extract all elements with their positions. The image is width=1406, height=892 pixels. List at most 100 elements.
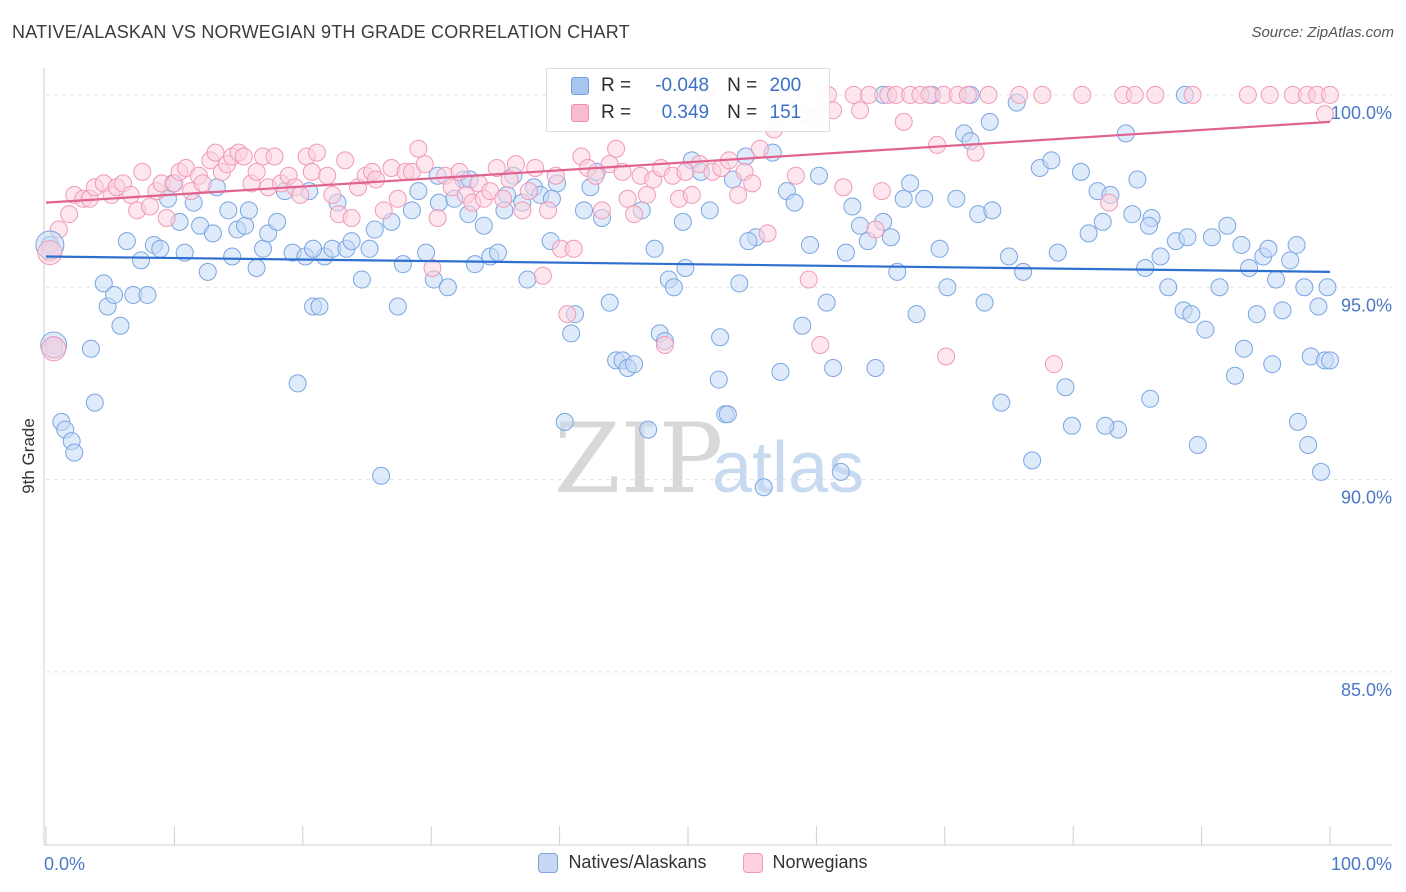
- trend-line-norwegians: [45, 120, 1331, 204]
- point-norwegians: [564, 239, 583, 258]
- point-norwegians: [539, 201, 558, 220]
- legend-n-label: N =: [727, 75, 758, 96]
- point-norwegians: [291, 185, 310, 204]
- point-natives: [664, 278, 683, 297]
- point-natives: [1141, 389, 1160, 408]
- point-natives: [992, 393, 1011, 412]
- point-natives: [1259, 239, 1278, 258]
- point-natives: [1234, 339, 1253, 358]
- point-norwegians: [1100, 193, 1119, 212]
- point-norwegians: [494, 189, 513, 208]
- trend-lines: [45, 120, 1331, 273]
- point-natives: [488, 243, 507, 262]
- point-natives: [1287, 235, 1306, 254]
- point-natives: [639, 420, 658, 439]
- point-natives: [645, 239, 664, 258]
- point-norwegians: [141, 197, 160, 216]
- point-natives: [1188, 435, 1207, 454]
- point-norwegians: [409, 139, 428, 158]
- legend-n-value-norwegians: 151: [769, 102, 802, 123]
- point-natives: [1281, 251, 1300, 270]
- point-norwegians: [206, 143, 225, 162]
- point-natives: [901, 174, 920, 193]
- x-tick-label-min: 0.0%: [44, 854, 85, 874]
- point-natives: [930, 239, 949, 258]
- point-natives: [365, 220, 384, 239]
- point-norwegians: [342, 209, 361, 228]
- trend-line-natives: [45, 255, 1331, 273]
- legend-item-natives[interactable]: Natives/Alaskans: [538, 852, 707, 873]
- point-natives: [1267, 270, 1286, 289]
- point-norwegians: [607, 139, 626, 158]
- legend-n-value-natives: 200: [769, 75, 802, 96]
- point-norwegians: [758, 224, 777, 243]
- point-norwegians: [958, 85, 977, 104]
- point-norwegians: [234, 147, 253, 166]
- point-norwegians: [1010, 85, 1029, 104]
- point-natives: [1182, 305, 1201, 324]
- point-norwegians: [750, 139, 769, 158]
- y-axis-label: 9th Grade: [19, 418, 38, 494]
- point-natives: [574, 201, 593, 220]
- point-natives: [236, 216, 255, 235]
- point-natives: [1309, 297, 1328, 316]
- point-natives: [1062, 416, 1081, 435]
- point-natives: [938, 278, 957, 297]
- point-natives: [105, 285, 124, 304]
- point-natives: [975, 293, 994, 312]
- point-natives: [894, 189, 913, 208]
- point-natives: [1123, 205, 1142, 224]
- point-norwegians: [844, 85, 863, 104]
- point-natives: [1295, 278, 1314, 297]
- point-natives: [288, 374, 307, 393]
- point-norwegians: [586, 166, 605, 185]
- point-natives: [409, 182, 428, 201]
- point-norwegians: [506, 155, 525, 174]
- point-norwegians: [60, 205, 79, 224]
- point-natives: [980, 112, 999, 131]
- point-natives: [393, 255, 412, 274]
- point-natives: [866, 359, 885, 378]
- point-natives: [625, 355, 644, 374]
- point-natives: [1136, 259, 1155, 278]
- point-natives: [138, 285, 157, 304]
- point-natives: [831, 462, 850, 481]
- point-norwegians: [860, 85, 879, 104]
- legend-r-value-natives: -0.048: [655, 75, 710, 96]
- point-natives: [1218, 216, 1237, 235]
- point-natives: [1202, 228, 1221, 247]
- point-norwegians: [423, 259, 442, 278]
- point-natives: [730, 274, 749, 293]
- point-natives: [1210, 278, 1229, 297]
- point-natives: [1042, 151, 1061, 170]
- point-natives: [474, 216, 493, 235]
- point-norwegians: [834, 178, 853, 197]
- chart-title: NATIVE/ALASKAN VS NORWEGIAN 9TH GRADE CO…: [12, 22, 630, 42]
- point-natives: [673, 212, 692, 231]
- y-tick-label: 100.0%: [1331, 103, 1392, 123]
- legend-n-label: N =: [727, 102, 758, 123]
- point-norwegians: [979, 85, 998, 104]
- point-natives: [151, 239, 170, 258]
- point-norwegians: [1033, 85, 1052, 104]
- point-natives: [1079, 224, 1098, 243]
- point-natives: [983, 201, 1002, 220]
- point-norwegians: [1146, 85, 1165, 104]
- point-norwegians: [519, 182, 538, 201]
- point-natives: [1318, 278, 1337, 297]
- point-natives: [1178, 228, 1197, 247]
- point-norwegians: [592, 201, 611, 220]
- point-norwegians: [1321, 85, 1339, 104]
- legend-swatch-natives: [571, 77, 589, 95]
- point-natives: [1048, 243, 1067, 262]
- point-natives: [562, 324, 581, 343]
- point-natives: [843, 197, 862, 216]
- point-norwegians: [966, 143, 985, 162]
- y-tick-label: 95.0%: [1341, 295, 1392, 315]
- y-tick-label: 90.0%: [1341, 488, 1392, 508]
- point-norwegians: [799, 270, 818, 289]
- point-natives: [1240, 259, 1259, 278]
- point-norwegians: [655, 335, 674, 354]
- point-norwegians: [625, 205, 644, 224]
- legend-item-norwegians[interactable]: Norwegians: [742, 852, 868, 873]
